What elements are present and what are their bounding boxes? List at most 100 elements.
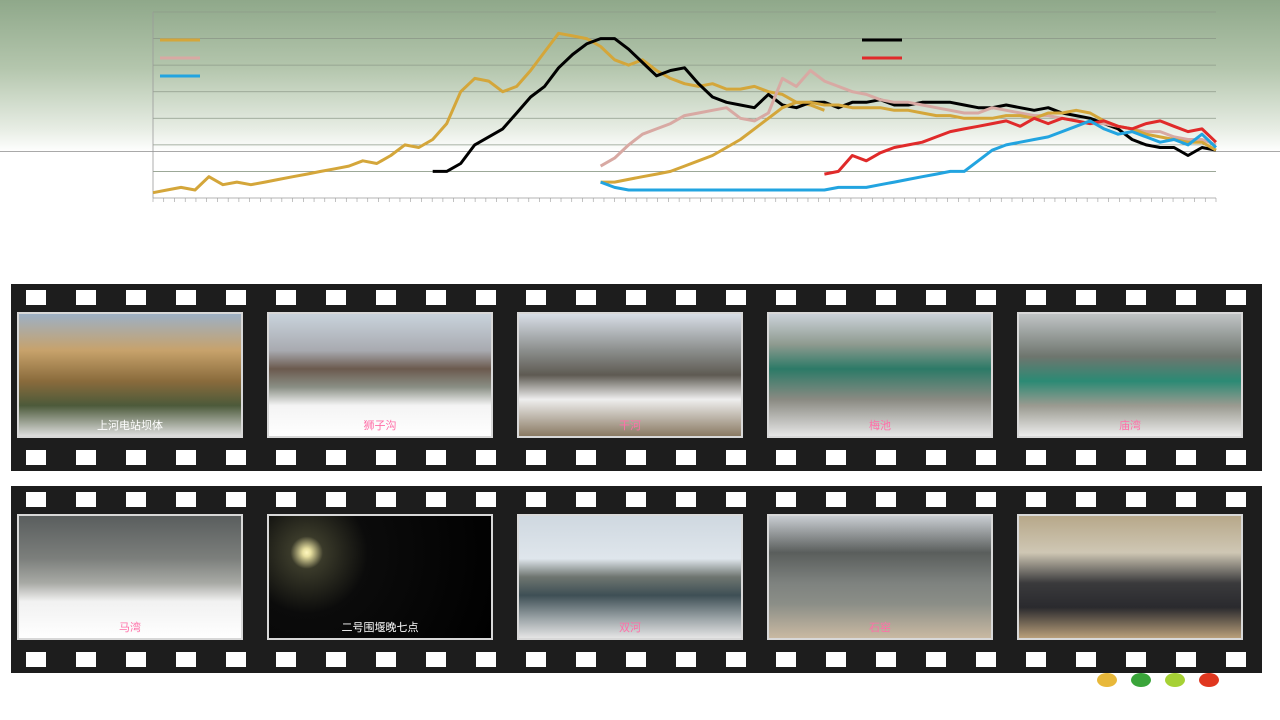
film-hole [426,652,446,667]
film-hole [976,492,996,507]
film-hole [576,652,596,667]
film-hole [826,290,846,305]
film-hole [376,290,396,305]
photo-lake: 双河 [517,514,743,640]
film-hole [226,652,246,667]
film-hole [1176,450,1196,465]
film-hole [626,450,646,465]
film-hole [276,450,296,465]
photo-snow: 马湾 [17,514,243,640]
film-hole [26,492,46,507]
film-hole [676,652,696,667]
film-hole [576,290,596,305]
photo-night: 二号围堰晚七点 [267,514,493,640]
photo-caption: 梅池 [869,419,891,432]
film-hole [126,450,146,465]
film-hole [76,290,96,305]
film-hole [1076,450,1096,465]
film-hole [776,652,796,667]
footer-color-dots [1097,673,1222,688]
film-hole [476,652,496,667]
film-hole [1176,652,1196,667]
photo-caption: 狮子沟 [363,419,397,432]
film-hole [626,290,646,305]
film-hole [526,492,546,507]
film-hole [276,492,296,507]
footer-dot [1131,673,1151,687]
photo-mountain: 石窑 [767,514,993,640]
film-hole [76,492,96,507]
film-hole [326,492,346,507]
photo-building: 梅池 [767,312,993,438]
film-hole [1176,290,1196,305]
film-hole [626,652,646,667]
film-hole [476,290,496,305]
film-hole [1076,652,1096,667]
film-hole [176,492,196,507]
film-hole [426,290,446,305]
film-hole [726,290,746,305]
film-hole [1126,492,1146,507]
film-hole [326,290,346,305]
header-gradient-background [0,0,1280,152]
film-hole [1126,450,1146,465]
photo-caption: 双河 [619,621,641,634]
film-hole [426,450,446,465]
film-hole [1226,492,1246,507]
photo-caption: 干河 [619,419,641,432]
film-hole [826,652,846,667]
film-hole [1026,652,1046,667]
film-hole [876,652,896,667]
film-hole [26,290,46,305]
film-hole [926,450,946,465]
footer-dot [1165,673,1185,687]
film-hole [176,450,196,465]
film-hole [526,290,546,305]
film-hole [826,450,846,465]
film-hole [176,290,196,305]
film-hole [126,652,146,667]
film-hole [1076,290,1096,305]
film-hole [676,450,696,465]
film-hole [676,290,696,305]
film-hole [1076,492,1096,507]
series-line-1 [432,37,1217,173]
series-line-5 [600,119,1218,192]
film-holes-bottom [11,450,1262,466]
film-hole [376,652,396,667]
film-hole [26,652,46,667]
film-hole [976,450,996,465]
footer-dot [1199,673,1219,687]
photo-weir: 狮子沟 [267,312,493,438]
film-hole [176,652,196,667]
film-hole [226,290,246,305]
film-hole [626,492,646,507]
film-hole [726,652,746,667]
photo-valley: 干河 [517,312,743,438]
film-hole [976,290,996,305]
film-hole [776,450,796,465]
film-hole [1026,450,1046,465]
film-hole [126,290,146,305]
film-hole [76,450,96,465]
film-hole [676,492,696,507]
film-holes-top [11,492,1262,508]
film-strip-bottom: 马湾 二号围堰晚七点 双河 石窑 [11,486,1262,673]
photo-caption: 石窑 [869,621,891,634]
film-hole [226,492,246,507]
film-hole [326,450,346,465]
photo-people [1017,514,1243,640]
photo-caption: 庙湾 [1119,419,1141,432]
photo-dam: 上河电站坝体 [17,312,243,438]
film-hole [976,652,996,667]
film-hole [76,652,96,667]
film-hole [1026,492,1046,507]
film-hole [726,450,746,465]
film-hole [126,492,146,507]
film-strip-top: 上河电站坝体 狮子沟 干河 梅池 庙湾 [11,284,1262,471]
film-hole [276,290,296,305]
film-hole [876,450,896,465]
film-hole [1126,652,1146,667]
film-holes-top [11,290,1262,306]
photo-forest: 庙湾 [1017,312,1243,438]
